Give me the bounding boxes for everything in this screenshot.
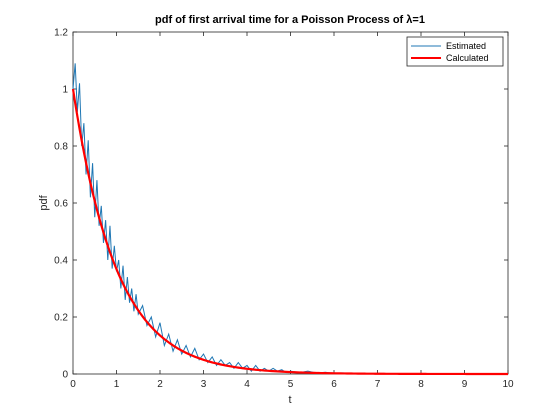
y-tick-label: 0 xyxy=(62,370,68,381)
x-tick-label: 0 xyxy=(70,379,76,390)
y-tick-label: 0.2 xyxy=(54,313,68,324)
x-tick-label: 9 xyxy=(462,379,468,390)
legend-estimated-label: Estimated xyxy=(446,41,486,51)
x-axis-label: t xyxy=(288,394,291,406)
chart-title: pdf of first arrival time for a Poisson … xyxy=(155,14,425,26)
x-tick-label: 1 xyxy=(114,379,120,390)
y-tick-label: 0.4 xyxy=(54,256,68,267)
x-tick-label: 2 xyxy=(157,379,163,390)
x-tick-label: 7 xyxy=(375,379,381,390)
calculated-series-line xyxy=(71,88,508,376)
x-tick-label: 5 xyxy=(288,379,294,390)
x-tick-label: 4 xyxy=(244,379,250,390)
y-tick-label: 0.6 xyxy=(54,199,68,210)
plot-area xyxy=(72,31,509,375)
y-tick-label: 1 xyxy=(62,85,68,96)
legend-calculated-label: Calculated xyxy=(446,53,489,63)
y-tick-label: 1.2 xyxy=(54,28,68,39)
x-tick-label: 3 xyxy=(201,379,207,390)
y-axis-label: pdf xyxy=(38,194,50,210)
x-tick-label: 10 xyxy=(502,379,514,390)
legend-box xyxy=(406,36,504,67)
legend: Estimated Calculated xyxy=(406,36,504,67)
x-tick-label: 6 xyxy=(331,379,337,390)
x-tick-label: 8 xyxy=(418,379,424,390)
y-tick-label: 0.8 xyxy=(54,142,68,153)
